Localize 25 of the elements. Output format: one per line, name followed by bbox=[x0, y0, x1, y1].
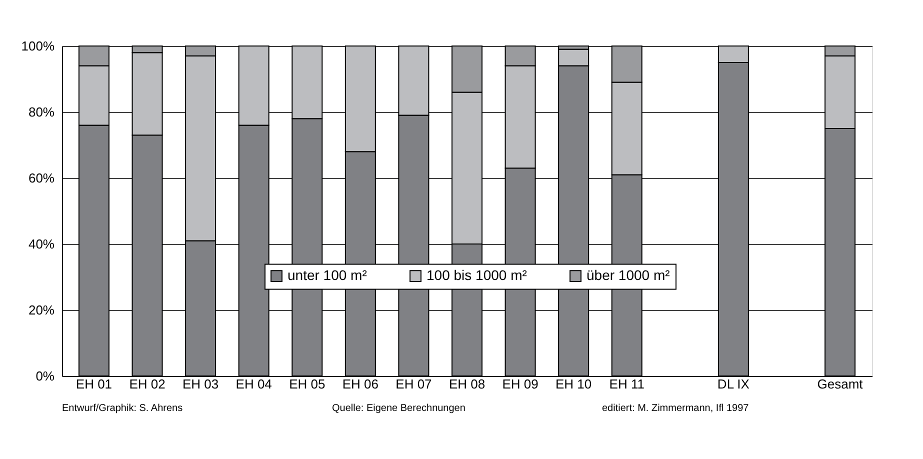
x-tick-label: EH 10 bbox=[556, 376, 592, 392]
x-tick-label: EH 05 bbox=[289, 376, 326, 392]
y-tick-label: 80% bbox=[28, 104, 55, 120]
x-tick-label: EH 09 bbox=[502, 376, 538, 392]
x-tick-label: EH 11 bbox=[609, 376, 644, 392]
text: Entwurf/Graphik: S. Ahrens bbox=[62, 403, 183, 414]
y-tick-label: 100% bbox=[21, 38, 55, 54]
y-tick-label: 40% bbox=[28, 236, 55, 252]
x-tick-label: EH 01 bbox=[76, 376, 112, 392]
y-tick-label: 60% bbox=[28, 170, 55, 186]
x-tick-label: DL IX bbox=[717, 376, 750, 392]
legend-label: über 1000 m² bbox=[586, 267, 670, 284]
x-tick-label: EH 08 bbox=[448, 376, 486, 392]
x-tick-label: Gesamt bbox=[817, 376, 864, 392]
legend-label: 100 bis 1000 m² bbox=[426, 267, 528, 284]
legend-label: unter 100 m² bbox=[288, 267, 368, 284]
text: editiert: M. Zimmermann, Ifl 1997 bbox=[602, 403, 750, 414]
x-tick-label: EH 03 bbox=[182, 376, 219, 392]
x-tick-label: EH 06 bbox=[342, 376, 378, 392]
y-tick-label: 20% bbox=[28, 302, 55, 318]
x-tick-label: EH 04 bbox=[236, 376, 272, 392]
y-tick-label: 0% bbox=[36, 368, 55, 384]
x-tick-label: EH 02 bbox=[129, 376, 166, 392]
x-tick-label: EH 07 bbox=[396, 376, 432, 392]
source-note: Quelle: Eigene Berechnungen bbox=[332, 403, 466, 414]
